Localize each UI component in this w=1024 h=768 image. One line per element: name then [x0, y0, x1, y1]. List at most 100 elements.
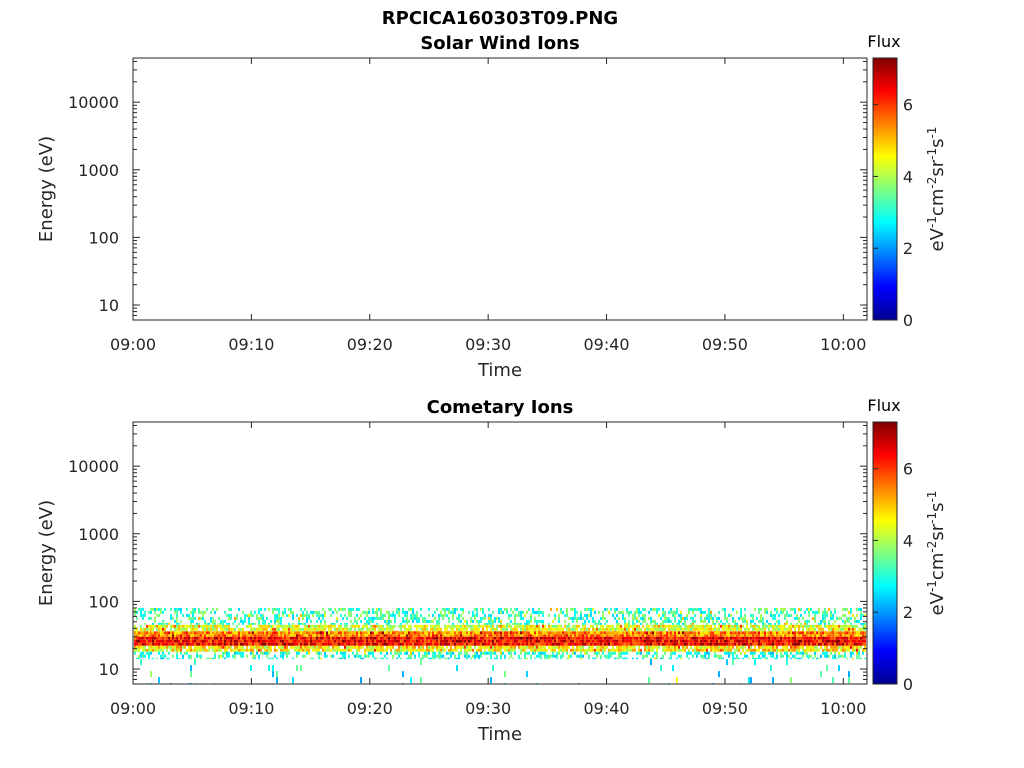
heatmap-cell — [292, 642, 294, 646]
heatmap-cell — [154, 639, 156, 643]
heatmap-cell — [144, 634, 146, 637]
heatmap-cell — [652, 642, 654, 646]
heatmap-cell — [322, 607, 324, 611]
heatmap-cell — [418, 639, 420, 643]
heatmap-cell — [626, 645, 628, 649]
heatmap-cell — [818, 622, 820, 625]
heatmap-cell — [324, 648, 326, 652]
heatmap-cell — [630, 634, 632, 637]
heatmap-cell — [524, 648, 526, 652]
heatmap-cell — [158, 624, 160, 628]
heatmap-cell — [376, 630, 378, 632]
heatmap-cell — [286, 639, 288, 643]
heatmap-cell — [540, 648, 542, 652]
heatmap-cell — [780, 624, 782, 628]
heatmap-cell — [822, 636, 824, 640]
heatmap-cell — [740, 645, 742, 649]
heatmap-cell — [496, 630, 498, 632]
heatmap-cell — [492, 619, 494, 623]
heatmap-cell — [320, 630, 322, 632]
heatmap-cell — [814, 645, 816, 649]
heatmap-cell — [158, 631, 160, 635]
heatmap-cell — [160, 631, 162, 635]
heatmap-cell — [848, 636, 850, 640]
heatmap-cell — [648, 616, 650, 620]
heatmap-cell — [478, 636, 480, 640]
heatmap-cell — [366, 613, 368, 617]
heatmap-cell — [440, 645, 442, 649]
heatmap-cell — [796, 642, 798, 646]
heatmap-cell — [430, 631, 432, 635]
heatmap-cell — [830, 610, 832, 614]
heatmap-cell — [320, 645, 322, 649]
heatmap-cell — [224, 642, 226, 646]
heatmap-cell — [678, 645, 680, 649]
heatmap-cell — [704, 645, 706, 649]
heatmap-cell — [690, 639, 692, 643]
heatmap-cell — [642, 613, 644, 617]
heatmap-cell — [250, 636, 252, 640]
heatmap-cell — [532, 610, 534, 614]
heatmap-cell — [756, 634, 758, 637]
heatmap-cell — [310, 645, 312, 649]
heatmap-cell — [412, 613, 414, 617]
heatmap-cell — [310, 624, 312, 628]
heatmap-cell — [232, 654, 234, 658]
x-tick-label: 09:30 — [465, 335, 511, 354]
heatmap-cell — [670, 634, 672, 637]
heatmap-cell — [388, 642, 390, 646]
heatmap-cell — [180, 624, 182, 628]
heatmap-cell — [620, 639, 622, 643]
heatmap-cell — [206, 639, 208, 643]
heatmap-cell — [286, 648, 288, 652]
heatmap-cell — [810, 642, 812, 646]
heatmap-cell — [684, 619, 686, 623]
heatmap-cell — [574, 631, 576, 635]
heatmap-cell — [192, 630, 194, 632]
heatmap-cell — [460, 630, 462, 632]
heatmap-cell — [142, 639, 144, 643]
heatmap-cell — [616, 642, 618, 646]
heatmap-cell — [318, 657, 320, 660]
heatmap-cell — [852, 639, 854, 643]
heatmap-cell — [562, 642, 564, 646]
heatmap-cell — [704, 619, 706, 623]
heatmap-cell — [422, 624, 424, 628]
heatmap-cell — [650, 639, 652, 643]
heatmap-cell — [780, 610, 782, 614]
heatmap-cell — [306, 648, 308, 652]
heatmap-cell — [324, 622, 326, 625]
heatmap-cell — [222, 654, 224, 658]
heatmap-cell — [290, 636, 292, 640]
heatmap-cell — [340, 630, 342, 632]
heatmap-cell — [516, 642, 518, 646]
heatmap-cell — [380, 630, 382, 632]
heatmap-cell — [204, 636, 206, 640]
heatmap-cell — [228, 642, 230, 646]
heatmap-cell — [606, 636, 608, 640]
heatmap-cell — [770, 631, 772, 635]
heatmap-cell — [176, 631, 178, 635]
heatmap-cell — [802, 631, 804, 635]
heatmap-cell — [346, 624, 348, 628]
heatmap-cell — [368, 622, 370, 625]
heatmap-cell — [546, 630, 548, 632]
heatmap-cell — [288, 636, 290, 640]
heatmap-cell — [738, 624, 740, 628]
heatmap-cell — [840, 642, 842, 646]
heatmap-cell — [210, 636, 212, 640]
heatmap-cell — [324, 631, 326, 635]
heatmap-cell — [342, 607, 344, 611]
heatmap-cell — [296, 627, 298, 631]
heatmap-cell — [326, 654, 328, 658]
heatmap-cell — [346, 627, 348, 631]
heatmap-cell — [254, 627, 256, 631]
heatmap-cell — [672, 624, 674, 628]
heatmap-cell — [508, 639, 510, 643]
heatmap-cell — [808, 631, 810, 635]
heatmap-cell — [782, 630, 784, 632]
heatmap-cell — [238, 648, 240, 652]
heatmap-cell — [314, 642, 316, 646]
heatmap-cell — [356, 636, 358, 640]
heatmap-cell — [718, 610, 720, 614]
